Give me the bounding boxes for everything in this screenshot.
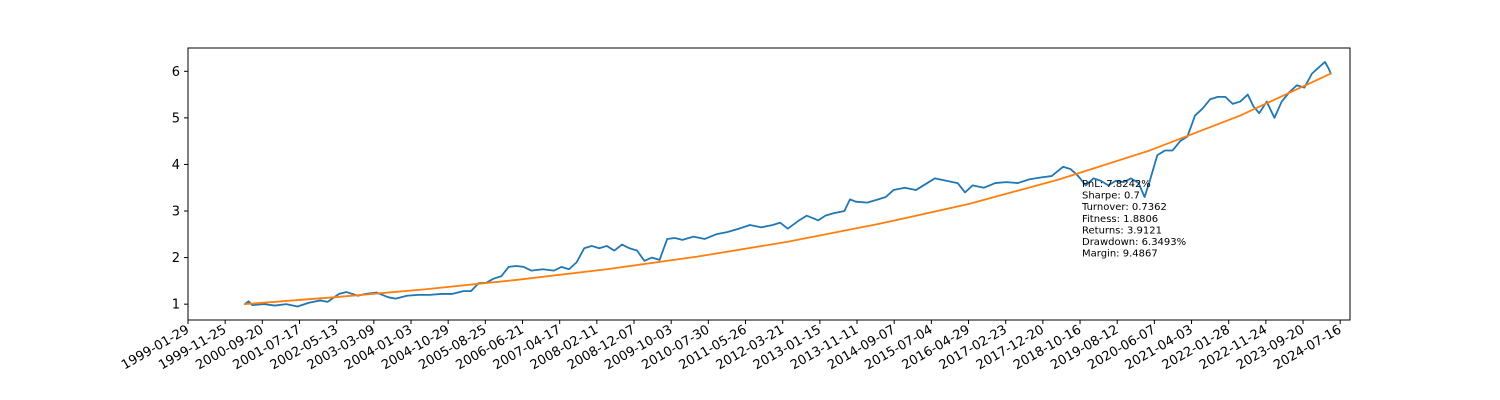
plot-area xyxy=(188,48,1350,320)
annotation-line: PnL: 7.8242% xyxy=(1082,179,1151,190)
series-layer xyxy=(243,61,1332,308)
y-tick-label: 3 xyxy=(172,205,180,220)
annotation-line: Turnover: 0.7362 xyxy=(1081,202,1167,213)
y-tick-label: 4 xyxy=(172,158,180,173)
y-tick-label: 2 xyxy=(172,251,180,266)
y-tick-label: 1 xyxy=(172,298,180,313)
annotation-line: Returns: 3.9121 xyxy=(1082,225,1162,236)
annotation-line: Sharpe: 0.7 xyxy=(1082,191,1140,202)
y-tick-label: 6 xyxy=(172,65,180,80)
annotation-line: Fitness: 1.8806 xyxy=(1082,214,1158,225)
axes: 1234561999-01-291999-11-252000-09-202001… xyxy=(119,47,1351,373)
series-line-2 xyxy=(243,72,1332,306)
axes-frame xyxy=(187,47,1351,321)
annotation-line: Margin: 9.4867 xyxy=(1082,249,1158,260)
y-tick-label: 5 xyxy=(172,111,180,126)
annotation-line: Drawdown: 6.3493% xyxy=(1082,237,1186,248)
